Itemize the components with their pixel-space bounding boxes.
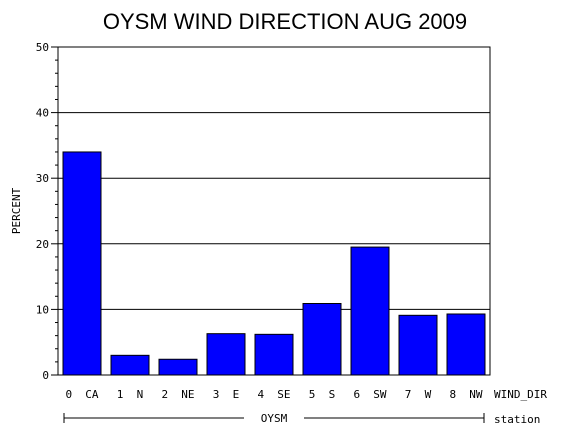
y-axis-label: PERCENT xyxy=(10,187,23,234)
bar xyxy=(158,358,198,376)
x-tick-label: 0 CA xyxy=(65,388,98,401)
bars xyxy=(62,151,486,376)
y-tick-label: 40 xyxy=(36,107,49,120)
y-tick-label: 0 xyxy=(42,369,49,382)
bar xyxy=(206,333,246,376)
bar xyxy=(350,246,390,376)
y-tick-label: 30 xyxy=(36,172,49,185)
y-tick-label: 20 xyxy=(36,238,49,251)
y-tick-label: 10 xyxy=(36,303,49,316)
plot-frame xyxy=(57,46,491,376)
x-tick-label: 5 S xyxy=(309,388,336,401)
group-bracket: OYSM xyxy=(63,412,485,425)
x-tick-label: 3 E xyxy=(213,388,240,401)
group-label: OYSM xyxy=(261,412,288,425)
chart-title: OYSM WIND DIRECTION AUG 2009 xyxy=(103,9,467,34)
y-tick-label: 50 xyxy=(36,41,49,54)
bar xyxy=(446,313,486,376)
bar xyxy=(398,314,438,376)
bar xyxy=(302,302,342,376)
x-axis-category-labels: 0 CA 1 N 2 NE 3 E 4 SE 5 S 6 SW 7 W 8 NW xyxy=(65,388,482,401)
x-tick-label: 4 SE xyxy=(257,388,290,401)
bar xyxy=(110,354,150,376)
x-axis-label: WIND_DIR xyxy=(494,388,547,401)
x-tick-label: 1 N xyxy=(117,388,144,401)
bar xyxy=(254,333,294,376)
x-tick-label: 8 NW xyxy=(449,388,482,401)
x-tick-label: 2 NE xyxy=(161,388,194,401)
x-tick-label: 7 W xyxy=(405,388,432,401)
y-axis-ticks: 0 10 20 30 40 50 xyxy=(36,41,58,382)
group-axis-label: station xyxy=(494,413,540,426)
x-tick-label: 6 SW xyxy=(353,388,386,401)
grid-lines xyxy=(58,112,490,310)
bar xyxy=(62,151,102,376)
